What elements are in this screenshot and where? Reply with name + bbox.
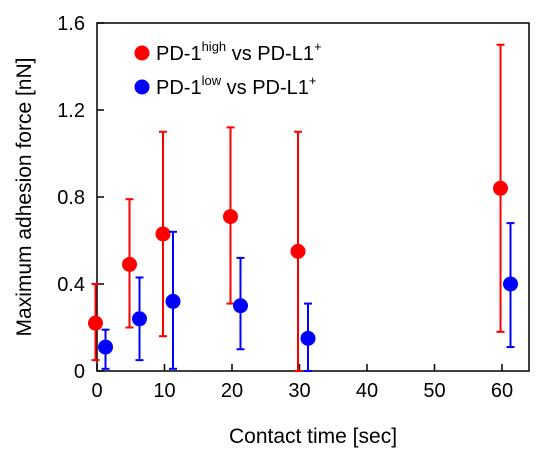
legend-marker-low: [134, 79, 150, 95]
x-tick-label: 0: [91, 380, 102, 402]
legend-label-high-sup: high: [202, 39, 227, 54]
legend-label-low-rest: vs PD-L1: [221, 77, 309, 99]
data-point: [132, 311, 147, 327]
y-tick-label: 1.6: [57, 13, 85, 35]
data-point: [290, 243, 306, 259]
data-point: [233, 298, 248, 314]
legend-label-high-rest: vs PD-L1: [226, 43, 314, 65]
y-axis: 0 0.4 0.8 1.2 1.6: [57, 13, 104, 383]
y-tick-label: 0.8: [57, 187, 85, 209]
legend: PD-1high vs PD-L1+ PD-1low vs PD-L1+: [134, 39, 322, 99]
legend-label-low-main: PD-1: [156, 77, 202, 99]
y-tick-label: 0: [74, 361, 85, 383]
series-high: [88, 43, 508, 372]
data-point: [223, 209, 238, 225]
legend-label-high-main: PD-1: [156, 43, 202, 65]
series-low: [98, 222, 518, 372]
data-point: [155, 226, 171, 242]
data-point: [165, 293, 181, 309]
y-axis-title: Maximum adhesion force [nN]: [13, 58, 36, 337]
y-tick-label: 0.4: [57, 274, 85, 296]
x-tick-label: 10: [153, 380, 175, 402]
legend-marker-high: [134, 45, 150, 61]
plot-area: [88, 43, 518, 372]
legend-label-high: PD-1high vs PD-L1+: [156, 39, 322, 65]
legend-label-low: PD-1low vs PD-L1+: [156, 73, 317, 99]
data-point: [98, 339, 113, 355]
x-tick-label: 40: [356, 380, 378, 402]
data-point: [122, 256, 137, 272]
x-tick-label: 20: [221, 380, 243, 402]
data-point: [493, 180, 508, 196]
data-point: [88, 315, 103, 331]
x-tick-label: 60: [491, 380, 513, 402]
legend-label-high-sup2: +: [314, 39, 322, 54]
x-axis-title: Contact time [sec]: [229, 425, 397, 448]
legend-label-low-sup: low: [202, 73, 222, 88]
x-tick-label: 50: [423, 380, 445, 402]
data-point: [300, 330, 316, 346]
data-point: [503, 276, 518, 292]
legend-label-low-sup2: +: [309, 73, 317, 88]
y-tick-label: 1.2: [57, 100, 85, 122]
x-axis: 0 10 20 30 40 50 60: [91, 364, 513, 402]
x-tick-label: 30: [288, 380, 310, 402]
